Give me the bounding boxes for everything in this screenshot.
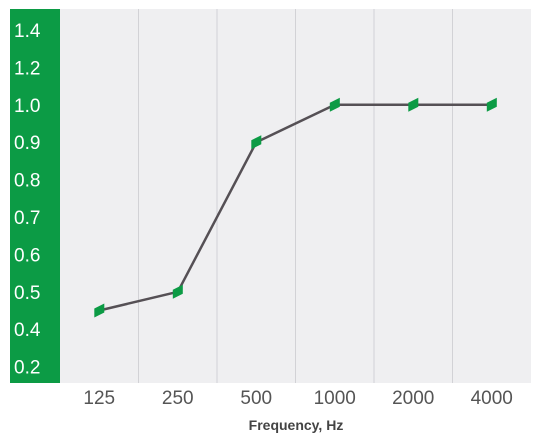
data-point-marker xyxy=(172,284,183,299)
x-axis-label: Frequency, Hz xyxy=(249,417,344,433)
y-tick-label: 1.2 xyxy=(14,58,40,79)
data-point-marker xyxy=(251,135,262,150)
x-tick-label: 500 xyxy=(240,388,272,409)
y-tick-label: 0.6 xyxy=(14,245,40,266)
y-tick-label: 0.4 xyxy=(14,320,41,341)
y-tick-label: 0.5 xyxy=(14,283,40,304)
y-tick-label: 1.4 xyxy=(14,21,41,42)
x-tick-label: 125 xyxy=(83,388,115,409)
y-tick-label: 1.0 xyxy=(14,96,40,117)
y-tick-labels: 0.2 0.4 0.5 0.6 0.7 0.8 0.9 1.0 1.2 1.4 xyxy=(14,21,41,379)
series-markers xyxy=(94,97,497,318)
gridlines xyxy=(138,9,453,383)
data-point-marker xyxy=(94,303,105,318)
x-tick-labels: 125 250 500 1000 2000 4000 xyxy=(83,388,512,409)
y-tick-label: 0.7 xyxy=(14,208,40,229)
x-tick-label: 4000 xyxy=(471,388,513,409)
x-tick-label: 2000 xyxy=(392,388,434,409)
data-point-marker xyxy=(408,97,419,112)
y-tick-label: 0.9 xyxy=(14,133,40,154)
data-point-marker xyxy=(486,97,497,112)
data-point-marker xyxy=(329,97,340,112)
y-axis-band xyxy=(10,9,60,383)
series-line xyxy=(99,103,492,312)
y-tick-label: 0.8 xyxy=(14,171,40,192)
y-tick-label: 0.2 xyxy=(14,358,40,379)
x-tick-label: 1000 xyxy=(314,388,356,409)
x-tick-label: 250 xyxy=(162,388,194,409)
